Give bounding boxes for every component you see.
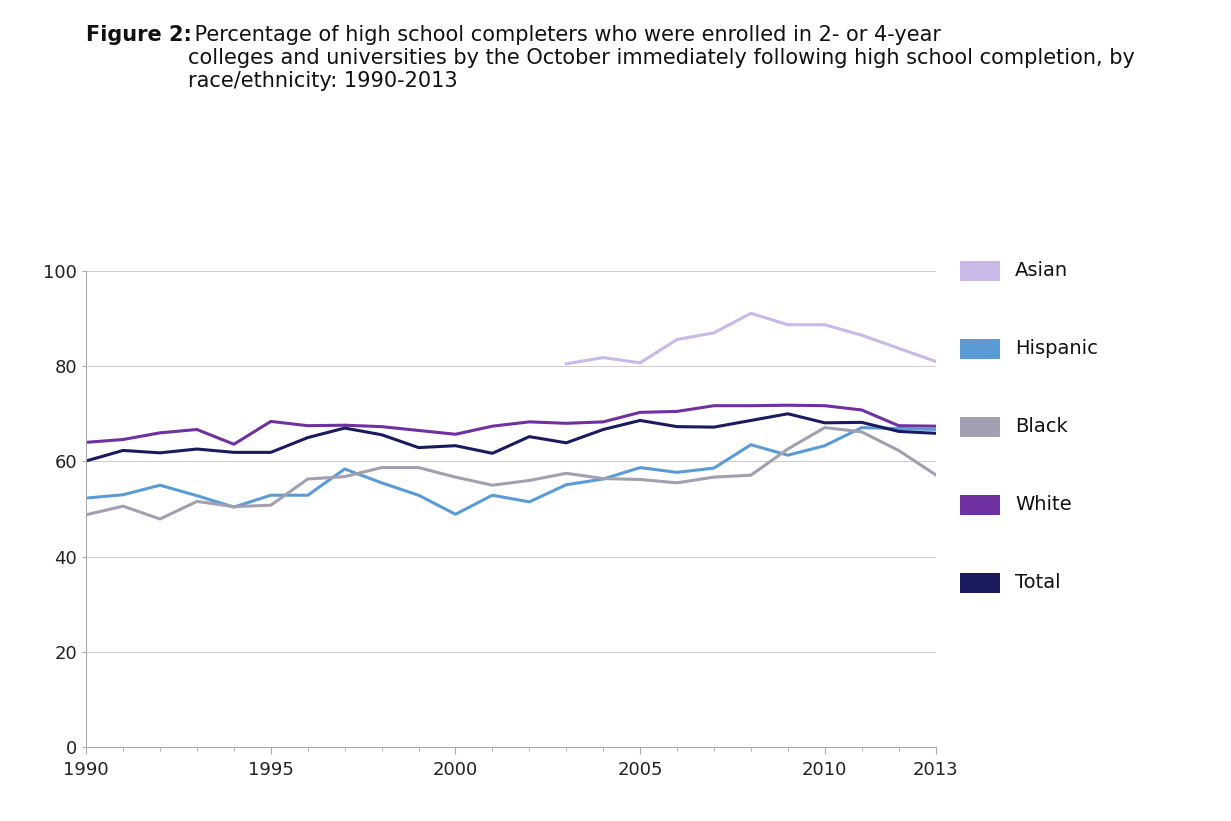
Text: Asian: Asian bbox=[1014, 261, 1069, 281]
Text: Figure 2:: Figure 2: bbox=[86, 25, 192, 44]
Text: Hispanic: Hispanic bbox=[1014, 339, 1098, 359]
Text: Black: Black bbox=[1014, 417, 1067, 437]
Text: White: White bbox=[1014, 495, 1071, 515]
Text: Total: Total bbox=[1014, 573, 1061, 593]
Text: Percentage of high school completers who were enrolled in 2- or 4-year
colleges : Percentage of high school completers who… bbox=[188, 25, 1135, 91]
